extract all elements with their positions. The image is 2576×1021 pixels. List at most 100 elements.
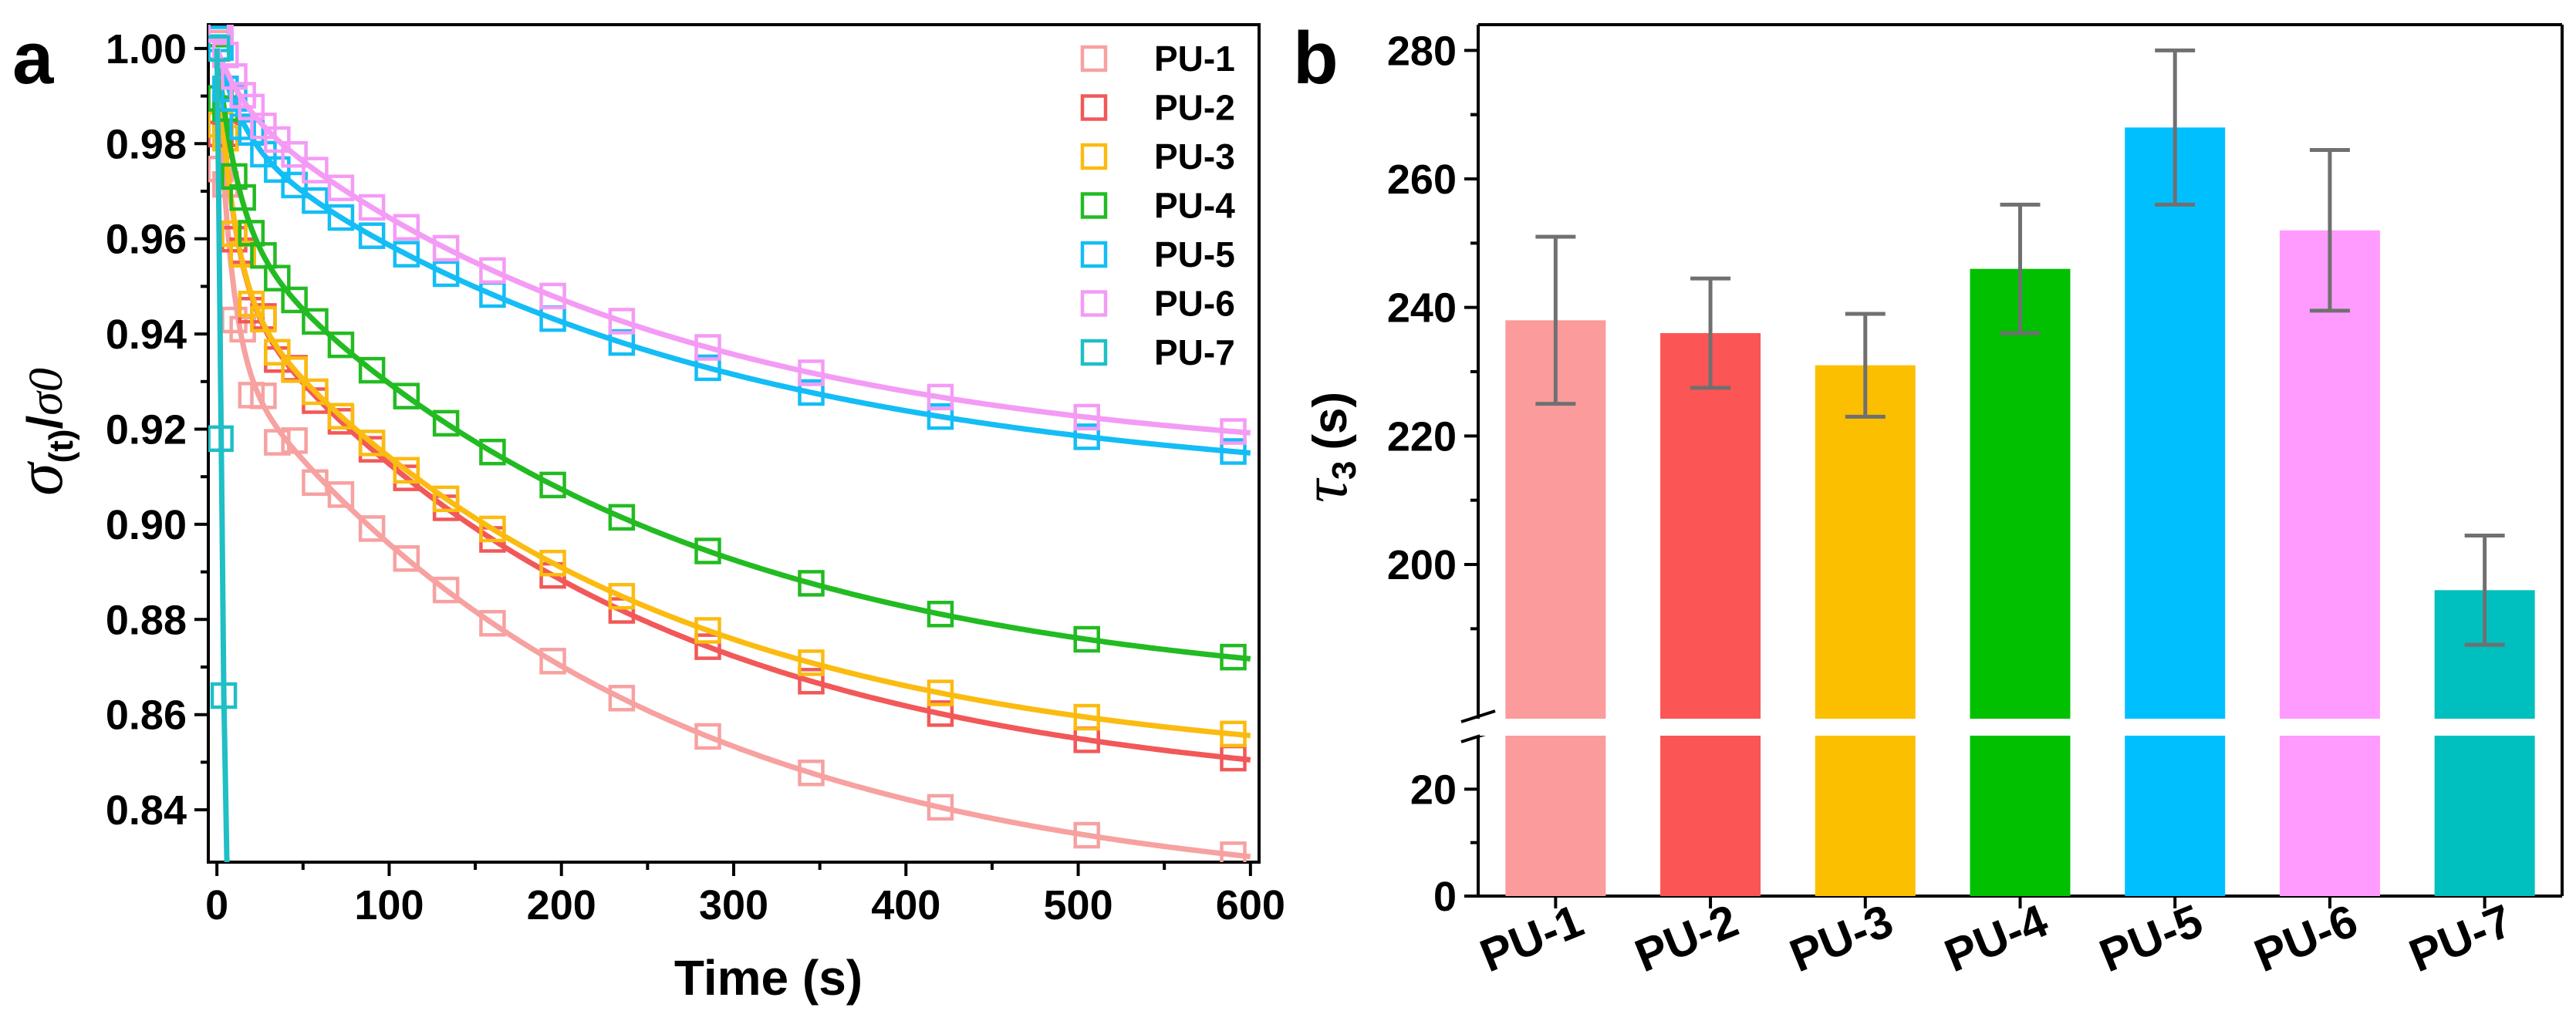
bar-lower-PU-4	[1970, 736, 2071, 896]
y-tick-label: 260	[1387, 157, 1457, 203]
svg-text:σ(t)/σ0: σ(t)/σ0	[2, 368, 80, 496]
data-point-PU-4	[229, 184, 256, 211]
data-point-PU-6	[221, 63, 248, 90]
data-point-PU-3	[358, 430, 386, 457]
data-point-PU-7	[210, 682, 238, 709]
data-point-PU-3	[281, 356, 308, 383]
bar-PU-7	[2434, 534, 2535, 896]
data-point-PU-2	[798, 668, 825, 695]
fit-line-PU-7	[214, 48, 230, 862]
x-tick-label-PU-7: PU-7	[2402, 895, 2520, 982]
panel-a-y-axis-title: σ(t)/σ0	[2, 368, 80, 496]
data-point-PU-4	[221, 163, 248, 190]
data-point-PU-4	[432, 409, 460, 437]
data-point-PU-1	[798, 760, 825, 787]
svg-text:τ3(s): τ3 (s)	[1289, 392, 1363, 503]
data-point-PU-5	[798, 379, 825, 406]
data-point-PU-1	[1073, 821, 1100, 849]
x-tick-label: 200	[527, 882, 596, 928]
data-point-PU-1	[1220, 841, 1247, 862]
data-point-PU-6	[798, 359, 825, 386]
bar-upper-PU-5	[2125, 127, 2226, 719]
data-point-PU-6	[250, 113, 277, 140]
y-title-slash: /	[17, 415, 73, 429]
axis-break-slash-upper	[1460, 709, 1496, 723]
data-point-PU-5	[927, 403, 954, 430]
data-point-PU-6	[1220, 418, 1247, 445]
bar-lower-PU-7	[2434, 736, 2535, 896]
x-tick-label: 100	[354, 882, 424, 928]
x-tick-label: 400	[871, 882, 940, 928]
legend-label-PU-3: PU-3	[1154, 136, 1235, 177]
fit-line-PU-2	[214, 48, 1251, 763]
data-point-PU-7	[208, 35, 231, 62]
data-point-PU-3	[798, 649, 825, 676]
bar-PU-4	[1970, 202, 2071, 896]
panel-a-legend: PU-1 PU-2 PU-3 PU-4 PU-5 PU-6 PU-7	[1080, 39, 1235, 372]
legend-label-PU-6: PU-6	[1154, 284, 1235, 324]
fit-line-PU-6	[214, 47, 1251, 436]
x-tick-label-PU-6: PU-6	[2247, 895, 2365, 982]
y-tick-label: 20	[1410, 767, 1457, 813]
y-title-tau-subscript: 3	[1325, 461, 1363, 480]
data-point-PU-3	[479, 515, 506, 543]
data-point-PU-3	[250, 305, 277, 333]
panel-b-plot-area	[1480, 48, 2561, 896]
data-point-PU-4	[927, 601, 954, 628]
data-point-PU-1	[250, 382, 277, 409]
legend-marker-PU-7	[1080, 339, 1108, 366]
y-tick-label: 0.88	[106, 597, 187, 643]
data-point-PU-4	[1220, 643, 1247, 671]
data-point-PU-4	[281, 286, 308, 314]
data-point-PU-4	[358, 356, 386, 384]
y-tick-label: 0.96	[106, 217, 187, 263]
data-point-PU-4	[302, 308, 329, 335]
data-point-PU-4	[694, 537, 721, 564]
data-point-PU-6	[1073, 403, 1100, 431]
data-point-PU-3	[393, 457, 420, 484]
y-title-tau: τ	[1289, 477, 1361, 503]
data-point-PU-6	[327, 174, 355, 201]
y-tick-label: 0.98	[106, 121, 187, 167]
y-tick-label: 1.00	[106, 26, 187, 72]
x-tick-label: 600	[1216, 882, 1285, 928]
data-point-PU-3	[229, 241, 256, 268]
data-point-PU-4	[539, 471, 566, 499]
legend-label-PU-4: PU-4	[1154, 186, 1235, 226]
data-point-PU-7	[208, 425, 234, 453]
x-tick-label-PU-1: PU-1	[1473, 895, 1590, 982]
data-point-PU-5	[393, 241, 420, 268]
legend-marker-PU-6	[1080, 290, 1108, 317]
data-point-PU-3	[694, 617, 721, 644]
y-tick-label: 0.90	[106, 502, 187, 548]
data-point-PU-6	[608, 308, 636, 335]
data-point-PU-6	[264, 126, 291, 153]
data-point-PU-6	[208, 25, 234, 42]
data-point-PU-3	[1220, 720, 1247, 748]
bar-lower-PU-1	[1505, 736, 1606, 896]
data-point-PU-5	[1220, 438, 1247, 465]
y-title-subscript: (t)	[42, 429, 80, 463]
data-point-PU-6	[393, 214, 420, 241]
bar-PU-3	[1815, 312, 1916, 896]
y-tick-label: 0.94	[106, 312, 187, 358]
y-tick-label: 200	[1387, 542, 1457, 588]
bar-upper-PU-2	[1660, 333, 1761, 719]
x-tick-label-PU-3: PU-3	[1783, 895, 1900, 982]
data-point-PU-6	[927, 383, 954, 411]
data-point-PU-1	[432, 576, 460, 604]
data-point-PU-6	[479, 257, 506, 285]
legend-label-PU-5: PU-5	[1154, 234, 1235, 275]
data-point-PU-1	[264, 429, 291, 456]
legend-marker-PU-3	[1080, 143, 1108, 170]
y-tick-label: 0.92	[106, 406, 187, 453]
data-point-PU-5	[694, 354, 721, 382]
fit-line-PU-5	[214, 48, 1251, 456]
data-point-PU-1	[927, 794, 954, 821]
data-point-PU-3	[432, 485, 460, 513]
data-point-PU-4	[264, 265, 291, 291]
data-point-PU-1	[393, 545, 420, 572]
data-point-PU-1	[208, 25, 231, 34]
fit-line-PU-1	[214, 48, 1251, 860]
data-point-PU-1	[281, 427, 308, 454]
